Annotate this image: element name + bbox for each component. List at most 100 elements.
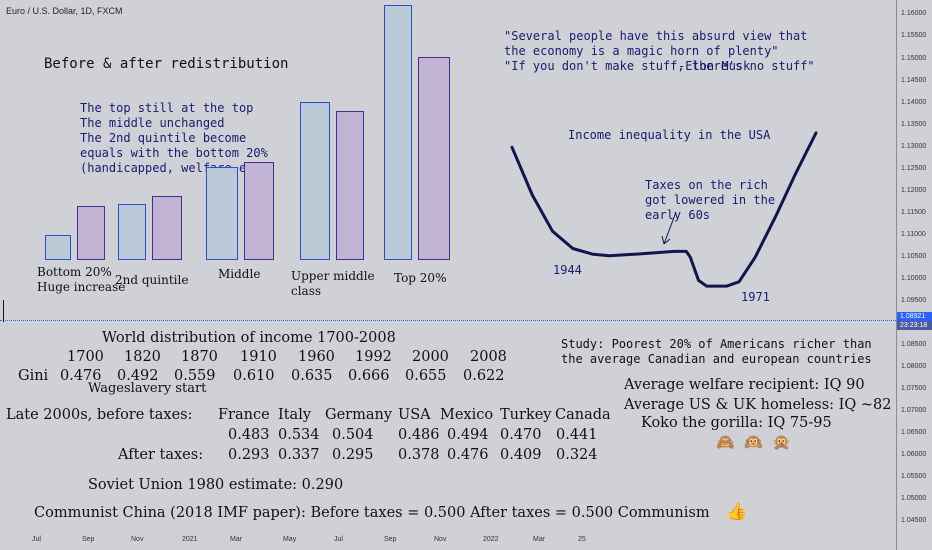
quote-line: "Several people have this absurd view th… [504, 29, 808, 43]
price-tick: 1.07000 [901, 407, 927, 414]
price-tick: 1.10500 [901, 253, 927, 260]
gini-year: 2000 [412, 349, 449, 365]
chart-symbol-title: Euro / U.S. Dollar, 1D, FXCM [6, 6, 123, 16]
callout-line: early 60s [645, 208, 711, 222]
bar-countdown-tag: 23:23:18 [897, 321, 932, 330]
price-tick: 1.06500 [901, 429, 927, 436]
callout-arrow [661, 211, 677, 245]
quote-line: the economy is a magic horn of plenty" [504, 44, 779, 58]
price-tick: 1.05500 [901, 473, 927, 480]
after-taxes-label: After taxes: [118, 447, 204, 463]
bar-after [418, 56, 450, 260]
gini-year: 1820 [124, 349, 161, 365]
bar-category-label-line: Bottom 20% [37, 265, 112, 279]
price-tick: 1.15500 [901, 32, 927, 39]
monkey-icon: 🙉 [744, 433, 763, 451]
callout-line: got lowered in the [645, 193, 776, 207]
price-tick: 1.09500 [901, 297, 927, 304]
price-tick: 1.13000 [901, 143, 927, 150]
after-tax-value: 0.337 [278, 447, 320, 463]
bar-category-label-line: Middle [218, 267, 261, 281]
bar-category-label: Bottom 20% Huge increase [37, 265, 125, 295]
before-tax-value: 0.494 [447, 427, 489, 443]
time-tick: Jul [334, 536, 343, 543]
after-tax-value: 0.324 [556, 447, 598, 463]
bar-after [336, 110, 364, 260]
bar-after [244, 162, 274, 260]
bar-category-label-line: Top 20% [394, 271, 447, 285]
after-tax-value: 0.409 [500, 447, 542, 463]
country-name: USA [398, 407, 431, 423]
time-tick: Nov [434, 536, 447, 543]
gini-value: 0.622 [463, 368, 505, 384]
note-line: equals with the bottom 20% [80, 146, 268, 160]
bar-before [206, 166, 238, 260]
bar-category-label-line: Upper middle [291, 269, 375, 283]
bar-category-label-line: 2nd quintile [115, 273, 189, 287]
gini-value: 0.610 [233, 368, 275, 384]
before-tax-value: 0.504 [332, 427, 374, 443]
before-tax-value: 0.486 [398, 427, 440, 443]
time-tick: Nov [131, 536, 144, 543]
price-tick: 1.13500 [901, 121, 927, 128]
note-line: The 2nd quintile become [80, 131, 247, 145]
bar-before [384, 4, 412, 260]
gini-year: 1700 [67, 349, 104, 365]
bar-category-label: Middle [218, 267, 260, 282]
gini-value: 0.559 [174, 368, 216, 384]
gini-year: 1960 [298, 349, 335, 365]
after-tax-value: 0.293 [228, 447, 270, 463]
time-tick: Mar [230, 536, 243, 543]
bar-category-label-line: Huge increase [37, 280, 126, 294]
callout-line: Taxes on the rich [645, 178, 768, 192]
annotation-1971: 1971 [741, 290, 770, 304]
bar-after [152, 195, 182, 260]
iq-line: Average US & UK homeless: IQ ~82 [624, 397, 892, 413]
monkey-icon: 🙈 [716, 433, 735, 451]
gini-year: 2008 [470, 349, 507, 365]
gini-value: 0.635 [291, 368, 333, 384]
price-tick: 1.07500 [901, 385, 927, 392]
time-tick: May [283, 536, 297, 543]
price-tick: 1.06000 [901, 451, 927, 458]
bar-category-label: 2nd quintile [115, 273, 188, 288]
inequality-line [510, 131, 818, 288]
time-tick: Mar [533, 536, 546, 543]
soviet-estimate: Soviet Union 1980 estimate: 0.290 [88, 477, 344, 493]
time-tick: Sep [82, 536, 95, 543]
time-tick: Jul [32, 536, 41, 543]
bar-after [77, 206, 105, 260]
bar-category-label-line: class [291, 284, 322, 298]
monkey-icon: 🙊 [772, 433, 791, 451]
after-tax-value: 0.378 [398, 447, 440, 463]
last-candle [3, 300, 4, 322]
country-name: Italy [278, 407, 312, 423]
bar-category-label: Top 20% [394, 271, 446, 286]
price-tick: 1.08500 [901, 341, 927, 348]
time-tick: 25 [578, 536, 586, 543]
country-name: France [218, 407, 270, 423]
current-price-tag: 1.08921 [897, 312, 932, 321]
thumbs-up-icon: 👍 [726, 502, 748, 522]
quote-line: "If you don't make stuff, there's no stu… [504, 59, 815, 73]
gini-value: 0.476 [60, 368, 102, 384]
gini-value: 0.655 [405, 368, 447, 384]
quote-author: -Elon Musk [678, 59, 751, 73]
price-tick: 1.08000 [901, 363, 927, 370]
iq-line: Average welfare recipient: IQ 90 [624, 377, 865, 393]
price-tick: 1.05000 [901, 495, 927, 502]
redistribution-title: Before & after redistribution [44, 56, 289, 72]
price-tick: 1.16000 [901, 10, 927, 17]
after-tax-value: 0.295 [332, 447, 374, 463]
iq-line: Koko the gorilla: IQ 75-95 [641, 415, 832, 431]
gini-label: Gini [18, 368, 49, 384]
gini-year: 1910 [240, 349, 277, 365]
annotation-1944: 1944 [553, 263, 582, 277]
price-axis[interactable]: 1.16000 1.15500 1.15000 1.14500 1.14000 1.135… [896, 0, 932, 550]
gini-value: 0.666 [348, 368, 390, 384]
world-gini-title: World distribution of income 1700-2008 [102, 330, 396, 346]
wageslavery-note: Wageslavery start [88, 381, 207, 396]
time-tick: 2022 [483, 536, 499, 543]
price-tick: 1.12000 [901, 187, 927, 194]
